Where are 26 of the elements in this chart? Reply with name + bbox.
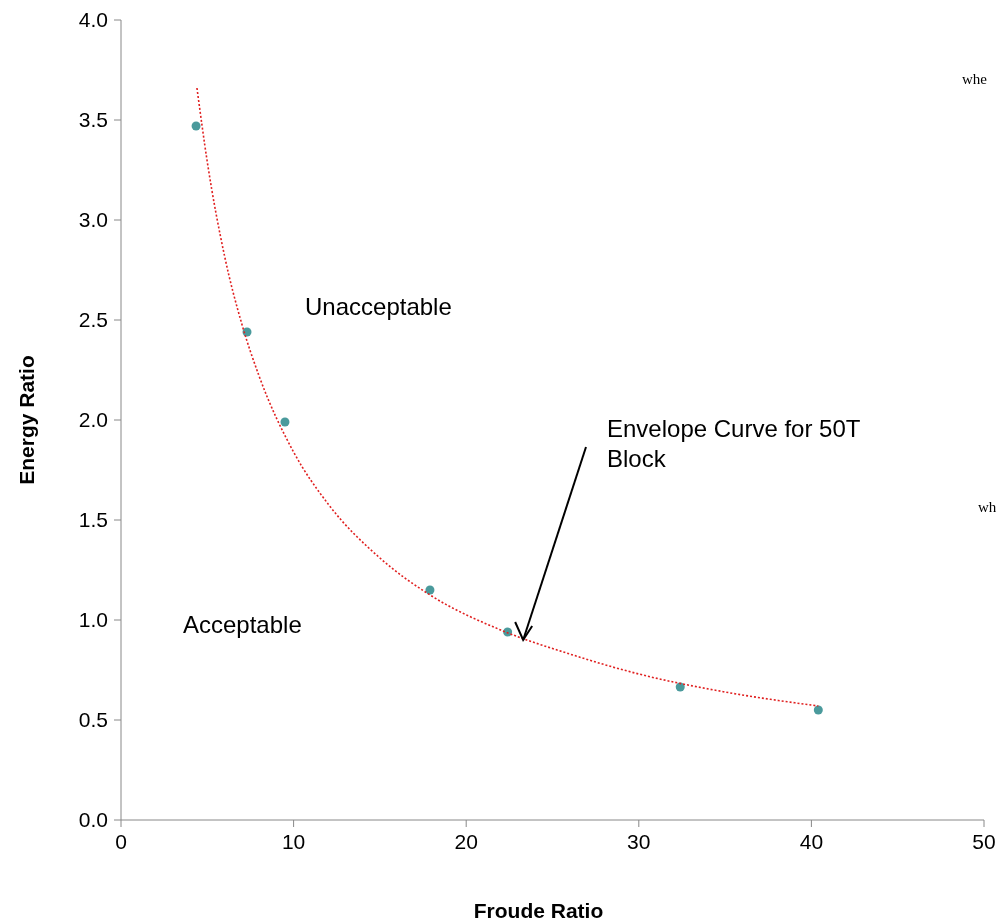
annotation: Unacceptable (305, 293, 452, 320)
point (813, 705, 823, 715)
x-tick-label: 20 (454, 830, 478, 853)
annotation: Envelope Curve for 50T Block (607, 415, 861, 472)
y-tick-label: 3.0 (78, 208, 108, 231)
annotation: whe (962, 71, 988, 87)
x-tick-label: 10 (281, 830, 306, 853)
y-tick-label: 4.0 (78, 8, 108, 31)
y-tick-label: 0.0 (78, 808, 108, 831)
y-tick-label: 1.0 (78, 608, 108, 631)
y-tick-label: 0.5 (78, 708, 108, 731)
annotation: Acceptable (183, 611, 302, 638)
y-tick-label: 2.0 (78, 408, 108, 431)
y-tick-label: 3.5 (78, 108, 108, 131)
annotation: wh (978, 499, 997, 515)
point (280, 417, 290, 427)
y-tick-label: 1.5 (78, 508, 108, 531)
x-tick-label: 0 (115, 830, 127, 853)
y-axis-title: Energy Ratio (15, 355, 38, 485)
point (425, 585, 435, 595)
x-tick-label: 50 (972, 830, 996, 853)
y-tick-label: 2.5 (78, 308, 108, 331)
point (191, 121, 201, 131)
x-axis-title: Froude Ratio (473, 899, 604, 922)
x-tick-label: 40 (799, 830, 824, 853)
x-tick-label: 30 (627, 830, 651, 853)
